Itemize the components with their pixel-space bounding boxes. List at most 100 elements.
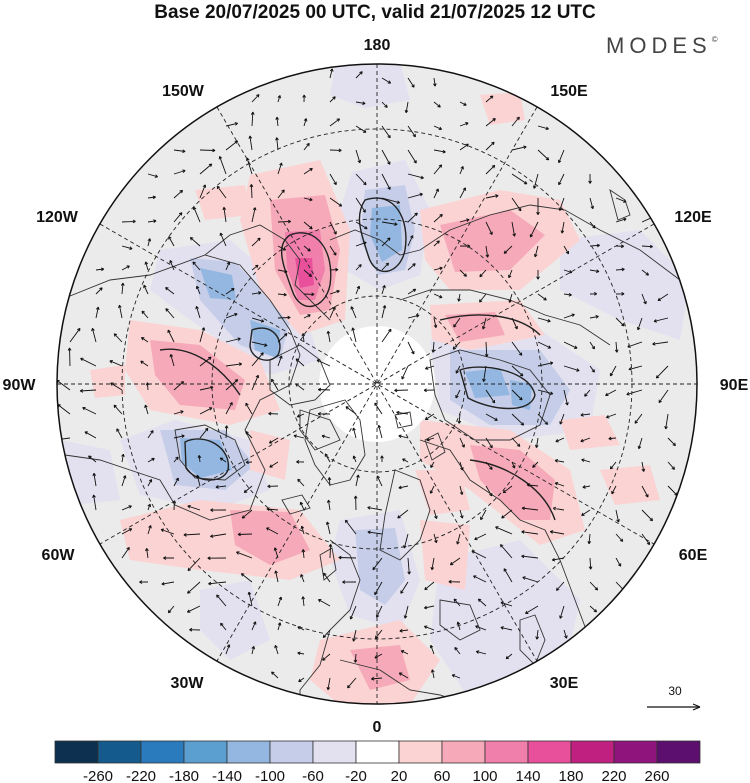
wind-arrow xyxy=(237,532,253,537)
wind-arrow xyxy=(537,125,549,131)
wind-arrow xyxy=(95,267,105,272)
wind-arrow xyxy=(400,650,409,655)
wind-arrow xyxy=(225,337,241,343)
wind-arrow xyxy=(168,236,175,247)
wind-arrow xyxy=(297,478,305,487)
anomaly-positive-west-atlantic xyxy=(90,365,125,398)
wind-arrow xyxy=(266,527,279,535)
wind-arrow xyxy=(277,315,291,320)
wind-arrow xyxy=(560,221,565,234)
wind-arrow xyxy=(433,188,439,199)
wind-arrow xyxy=(381,149,391,165)
wind-arrow xyxy=(277,333,288,343)
coastline-siberia xyxy=(419,204,697,301)
wind-arrow xyxy=(147,457,155,463)
wind-arrow xyxy=(499,544,513,559)
wind-arrow xyxy=(589,365,595,373)
wind-arrow xyxy=(429,644,435,655)
wind-arrow xyxy=(459,437,465,448)
wind-arrow xyxy=(537,149,550,161)
contour-canada-ridge xyxy=(159,348,241,396)
wind-arrow xyxy=(225,287,235,295)
wind-arrow xyxy=(459,101,467,106)
wind-arrow xyxy=(92,472,97,487)
wind-arrow xyxy=(374,402,383,415)
wind-arrow xyxy=(455,365,461,374)
label-30e: 30E xyxy=(550,675,579,692)
wind-arrow xyxy=(329,267,339,272)
wind-arrow xyxy=(653,317,669,323)
wind-arrow xyxy=(251,94,260,103)
colorbar-swatch xyxy=(97,740,142,764)
wind-arrow xyxy=(367,530,383,535)
wind-arrow xyxy=(485,485,493,497)
modes-logo: MODES© xyxy=(606,33,718,59)
wind-arrow xyxy=(636,317,643,331)
map-disk xyxy=(57,64,697,704)
label-120w: 120W xyxy=(36,209,79,226)
wind-arrow xyxy=(521,554,539,559)
wind-arrow xyxy=(329,118,341,127)
wind-arrow xyxy=(380,455,384,462)
anomaly-positive-canada-core xyxy=(150,340,245,410)
wind-arrow xyxy=(328,543,333,559)
wind-arrow xyxy=(195,305,201,319)
wind-arrow xyxy=(277,622,282,631)
wind-arrow xyxy=(479,269,487,278)
wind-arrow xyxy=(407,77,415,88)
wind-arrow xyxy=(225,644,231,655)
anomaly-negative-central-siberia-core xyxy=(450,350,570,425)
wind-arrow xyxy=(326,499,331,511)
wind-arrow xyxy=(611,485,617,495)
reference-vector: 30 xyxy=(647,684,701,711)
colorbar-tick-label: -260 xyxy=(83,768,113,783)
wind-arrow xyxy=(301,549,306,559)
colorbar-swatch xyxy=(613,740,658,764)
wind-arrow xyxy=(473,575,487,583)
graticule-meridian-120e-60w xyxy=(99,223,655,545)
wind-arrow xyxy=(615,197,627,203)
wind-arrow xyxy=(92,494,97,511)
wind-arrow xyxy=(321,434,331,439)
anomaly-positive-scandinavia xyxy=(415,470,470,515)
wind-arrow xyxy=(167,329,175,343)
wind-arrow xyxy=(525,605,539,615)
graticule xyxy=(57,64,697,704)
wind-arrow xyxy=(302,94,306,103)
wind-arrow xyxy=(329,173,337,186)
wind-arrow xyxy=(147,173,159,178)
wind-arrow xyxy=(433,317,438,328)
wind-arrow xyxy=(615,267,625,272)
coastline-hudson-bay xyxy=(174,424,246,481)
wind-arrow xyxy=(251,207,257,223)
wind-arrow xyxy=(433,509,438,519)
wind-arrow xyxy=(433,266,443,271)
colorbar-tick-label: -20 xyxy=(345,768,367,783)
logo-text: MODES xyxy=(606,33,712,58)
wind-arrow xyxy=(563,292,572,297)
wind-arrow xyxy=(558,197,565,211)
wind-arrow xyxy=(555,437,565,443)
anomaly-negative-alaska-inner xyxy=(200,268,280,358)
wind-arrow xyxy=(296,460,305,464)
wind-arrow xyxy=(582,485,591,489)
wind-arrow xyxy=(67,347,72,367)
wind-arrow xyxy=(508,269,513,279)
wind-arrow xyxy=(251,621,257,631)
wind-arrow xyxy=(210,533,227,538)
meridian-labels: 180 150W 150E 120W 120E 90W 90E 60W 60E … xyxy=(3,37,749,736)
wind-arrow xyxy=(301,596,305,607)
wind-arrow xyxy=(485,389,496,404)
wind-arrow xyxy=(225,140,239,151)
wind-arrow xyxy=(275,137,279,151)
wind-arrow xyxy=(456,533,461,545)
wind-arrow xyxy=(79,389,97,393)
wind-arrow xyxy=(329,68,334,79)
wind-arrow xyxy=(377,424,383,439)
wind-arrow xyxy=(355,285,361,295)
wind-arrow xyxy=(608,436,617,441)
wind-arrow xyxy=(495,526,513,535)
wind-arrow xyxy=(459,187,466,199)
wind-arrow xyxy=(225,402,233,415)
wind-arrow xyxy=(536,198,540,216)
